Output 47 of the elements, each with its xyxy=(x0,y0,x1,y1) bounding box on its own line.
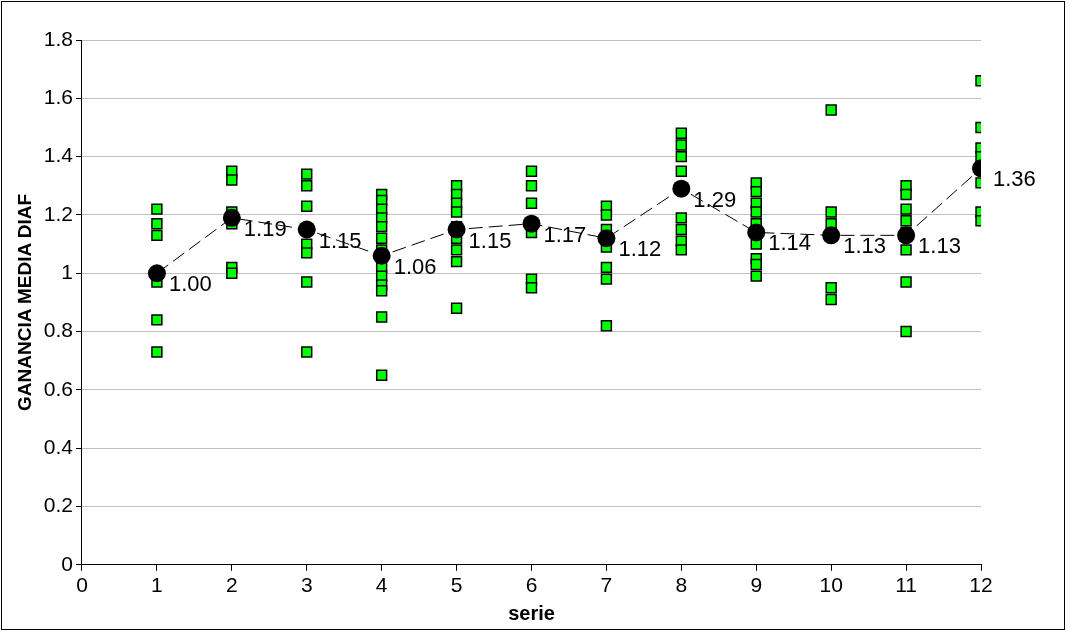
y-axis-title: GANANCIA MEDIA DIAF xyxy=(13,193,35,411)
x-tick-label: 1 xyxy=(151,573,163,597)
point xyxy=(147,264,166,283)
x-tick-label: 10 xyxy=(819,573,843,597)
data-label: 1.17 xyxy=(543,221,587,247)
point xyxy=(447,220,466,239)
point xyxy=(822,226,841,245)
point xyxy=(222,208,241,227)
x-tick-label: 8 xyxy=(675,573,688,597)
point xyxy=(372,246,391,265)
data-label: 1.13 xyxy=(843,233,886,259)
point xyxy=(597,229,616,248)
y-tick-label: 1.6 xyxy=(43,85,73,109)
y-tick-label: 0.8 xyxy=(43,318,73,342)
y-tick-label: 0 xyxy=(61,551,73,575)
data-label: 1.06 xyxy=(393,253,437,279)
x-tick-label: 4 xyxy=(375,573,388,597)
x-tick-label: 11 xyxy=(895,573,917,597)
y-tick-label: 1.2 xyxy=(43,201,73,225)
data-label: 1.14 xyxy=(768,230,812,256)
y-tick-label: 1.4 xyxy=(43,143,74,167)
y-tick-label: 0.4 xyxy=(43,434,74,458)
data-label: 1.00 xyxy=(168,271,212,297)
y-tick-label: 0.6 xyxy=(43,376,73,400)
data-label: 1.29 xyxy=(693,186,737,212)
y-tick-label: 1 xyxy=(61,260,73,284)
x-tick-label: 3 xyxy=(300,573,313,597)
x-tick-label: 2 xyxy=(225,573,238,597)
x-tick-label: 7 xyxy=(600,573,613,597)
data-label: 1.13 xyxy=(918,233,961,259)
point xyxy=(297,220,316,239)
data-label: 1.15 xyxy=(468,227,512,253)
x-tick-label: 5 xyxy=(450,573,463,597)
data-label: 1.12 xyxy=(618,236,662,262)
data-label: 1.36 xyxy=(993,166,1036,192)
y-tick-label: 1.8 xyxy=(43,26,73,50)
data-label: 1.15 xyxy=(318,227,362,253)
point xyxy=(522,214,541,233)
x-tick-label: 6 xyxy=(525,573,538,597)
y-tick-label: 0.2 xyxy=(43,493,73,517)
x-tick-label: 12 xyxy=(969,573,993,597)
point xyxy=(747,223,766,242)
x-tick-label: 9 xyxy=(750,573,763,597)
point xyxy=(897,226,916,245)
x-axis-title: serie xyxy=(508,601,555,624)
point xyxy=(672,179,691,198)
data-label: 1.19 xyxy=(243,215,287,241)
